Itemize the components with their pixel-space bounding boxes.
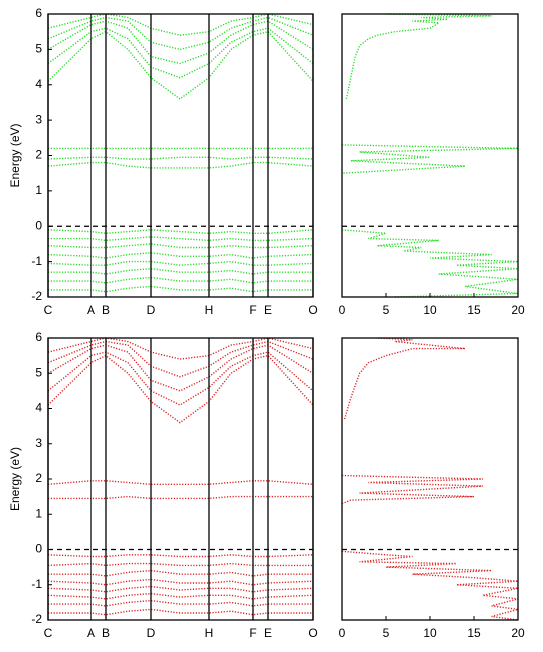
band-curve bbox=[47, 260, 314, 266]
x-tick-label: H bbox=[205, 303, 214, 317]
x-tick-label: E bbox=[264, 626, 272, 640]
y-tick-label: 6 bbox=[35, 6, 42, 20]
x-tick-label: 20 bbox=[511, 303, 525, 317]
band-curve bbox=[47, 480, 314, 485]
y-tick-label: -2 bbox=[31, 612, 42, 626]
band-curve bbox=[47, 30, 314, 100]
x-tick-label: 10 bbox=[423, 626, 437, 640]
y-tick-label: 1 bbox=[35, 506, 42, 520]
band-curve bbox=[47, 340, 314, 378]
x-tick-label: 0 bbox=[339, 303, 346, 317]
y-tick-label: 4 bbox=[35, 77, 42, 91]
frame bbox=[47, 337, 314, 621]
band-curve bbox=[48, 495, 313, 500]
band-curve bbox=[47, 156, 314, 160]
band-curve bbox=[47, 229, 314, 235]
y-tick-label: 5 bbox=[35, 365, 42, 379]
y-tick-label: 1 bbox=[35, 183, 42, 197]
band-curve bbox=[47, 592, 314, 600]
frame bbox=[341, 337, 519, 621]
x-tick-label: 5 bbox=[383, 303, 390, 317]
y-tick-label: -1 bbox=[31, 254, 42, 268]
band-curve bbox=[47, 252, 314, 259]
x-tick-label: C bbox=[44, 626, 53, 640]
x-tick-label: 15 bbox=[467, 626, 481, 640]
band-curve bbox=[47, 27, 314, 79]
x-tick-label: D bbox=[147, 303, 156, 317]
y-tick-label: 5 bbox=[35, 42, 42, 56]
x-tick-label: 5 bbox=[383, 626, 390, 640]
band-curve bbox=[47, 562, 313, 567]
x-tick-label: A bbox=[87, 626, 95, 640]
y-tick-label: 2 bbox=[35, 471, 42, 485]
y-tick-label: 3 bbox=[35, 436, 42, 450]
band-curve bbox=[47, 344, 314, 392]
x-tick-label: 0 bbox=[339, 626, 346, 640]
x-tick-label: F bbox=[249, 626, 256, 640]
y-axis-label: Energy (eV) bbox=[8, 123, 22, 187]
y-tick-label: 3 bbox=[35, 112, 42, 126]
x-tick-label: 15 bbox=[467, 303, 481, 317]
band-curve bbox=[47, 554, 314, 558]
y-tick-label: 2 bbox=[35, 148, 42, 162]
band-curve bbox=[48, 569, 313, 577]
x-tick-label: O bbox=[308, 303, 317, 317]
y-tick-label: 4 bbox=[35, 401, 42, 415]
band-curve bbox=[48, 285, 313, 293]
y-tick-label: -1 bbox=[31, 577, 42, 591]
x-tick-label: 10 bbox=[423, 303, 437, 317]
x-tick-label: F bbox=[249, 303, 256, 317]
band-curve bbox=[48, 267, 313, 275]
x-tick-label: 20 bbox=[511, 626, 525, 640]
y-tick-label: 6 bbox=[35, 330, 42, 344]
x-tick-label: H bbox=[205, 626, 214, 640]
band-curve bbox=[47, 20, 314, 65]
band-curve bbox=[47, 578, 314, 586]
band-curve bbox=[48, 599, 313, 607]
y-tick-label: -2 bbox=[31, 289, 42, 303]
y-tick-label: 0 bbox=[35, 542, 42, 556]
x-tick-label: A bbox=[87, 303, 95, 317]
band-curve bbox=[47, 351, 314, 406]
band-curve bbox=[48, 236, 314, 242]
dos-curve bbox=[341, 337, 519, 621]
dos-curve bbox=[341, 13, 519, 298]
band-curve bbox=[47, 585, 314, 593]
band-curve bbox=[48, 608, 313, 616]
band-curve bbox=[47, 161, 314, 169]
x-tick-label: E bbox=[264, 303, 272, 317]
x-tick-label: D bbox=[147, 626, 156, 640]
y-axis-label: Energy (eV) bbox=[8, 447, 22, 511]
frame bbox=[47, 13, 314, 298]
band-curve bbox=[48, 276, 313, 284]
x-tick-label: C bbox=[44, 303, 53, 317]
y-tick-label: 0 bbox=[35, 218, 42, 232]
band-curve bbox=[47, 354, 314, 424]
band-curve bbox=[47, 243, 314, 249]
x-tick-label: B bbox=[102, 626, 110, 640]
x-tick-label: O bbox=[308, 626, 317, 640]
x-tick-label: B bbox=[102, 303, 110, 317]
band-curve bbox=[47, 16, 314, 51]
